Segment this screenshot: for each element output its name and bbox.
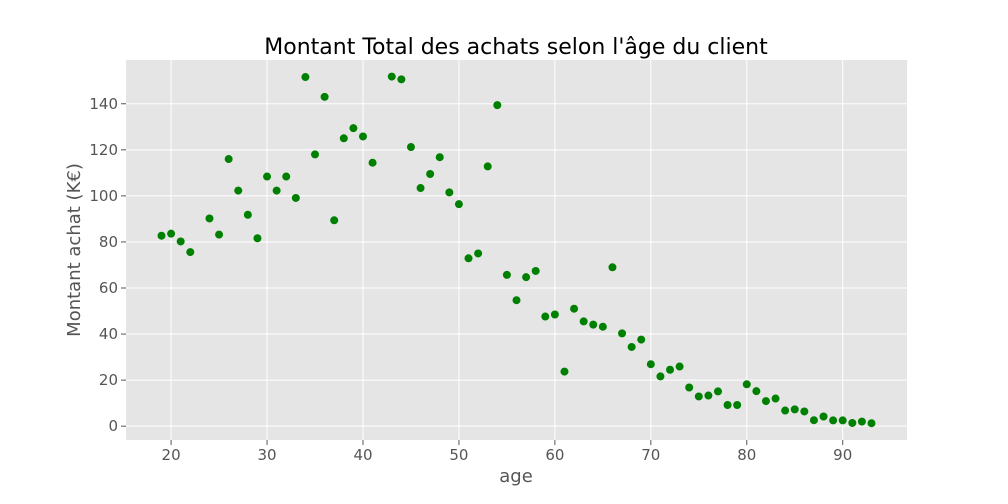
chart-title: Montant Total des achats selon l'âge du … [264,35,768,60]
data-point [349,124,358,133]
data-point [771,394,780,403]
data-point [857,417,866,426]
data-point [742,380,751,389]
data-points [157,72,876,428]
data-point [272,186,281,195]
y-tick-label: 140 [89,95,118,113]
x-axis-ticks: 20 30 40 50 60 70 80 90 [162,440,852,464]
data-point [560,367,569,376]
data-point [694,392,703,401]
data-point [205,214,214,223]
data-point [579,317,588,326]
data-point [685,383,694,392]
data-point [454,200,463,209]
y-tick-label: 0 [108,417,118,435]
data-point [368,158,377,167]
plot-area [126,60,907,440]
data-point [570,304,579,313]
y-tick-label: 80 [99,233,118,251]
data-point [531,266,540,275]
data-point [263,172,272,181]
data-point [761,397,770,406]
data-point [435,153,444,162]
y-axis-ticks: 0 20 40 60 80 100 120 140 [89,95,126,435]
data-point [675,362,684,371]
data-point [224,155,233,164]
data-point [522,273,531,282]
x-tick-label: 50 [449,446,468,464]
data-point [541,312,550,321]
data-point [426,170,435,178]
y-tick-label: 20 [99,371,118,389]
data-point [330,216,339,225]
x-tick-label: 20 [162,446,181,464]
data-point [282,172,291,181]
data-point [752,387,761,396]
x-tick-label: 70 [641,446,660,464]
y-tick-label: 120 [89,141,118,159]
data-point [848,418,857,427]
data-point [713,387,722,396]
data-point [809,416,818,425]
data-point [311,150,320,159]
x-tick-label: 90 [833,446,852,464]
x-tick-label: 40 [353,446,372,464]
data-point [464,254,473,263]
data-point [339,134,348,143]
data-point [550,310,559,319]
y-tick-label: 100 [89,187,118,205]
data-point [800,407,809,416]
data-point [167,229,176,238]
data-point [838,416,847,425]
data-point [234,186,243,195]
data-point [867,419,876,428]
data-point [733,400,742,409]
data-point [301,73,310,82]
data-point [666,365,675,374]
data-point [483,162,492,171]
y-tick-label: 40 [99,325,118,343]
data-point [637,335,646,344]
y-axis-label: Montant achat (K€) [64,163,85,337]
data-point [781,406,790,415]
data-point [618,329,627,338]
data-point [291,193,300,202]
x-tick-label: 60 [545,446,564,464]
data-point [157,231,166,240]
data-point [397,75,406,84]
data-point [608,263,617,272]
data-point [243,210,252,219]
data-point [445,188,454,197]
data-point [474,249,483,258]
data-point [656,372,665,381]
data-point [819,412,828,421]
data-point [598,322,607,331]
data-point [627,342,636,351]
x-axis-label: age [499,466,533,487]
x-tick-label: 80 [737,446,756,464]
data-point [387,72,396,81]
data-point [406,143,415,152]
data-point [646,360,655,369]
data-point [416,184,425,193]
data-point [186,248,195,257]
data-point [493,101,502,110]
gridlines [126,60,907,440]
data-point [502,270,511,279]
data-point [589,320,598,329]
data-point [790,405,799,414]
data-point [829,416,838,425]
y-tick-label: 60 [99,279,118,297]
data-point [215,230,224,239]
data-point [704,391,713,400]
data-point [512,296,521,305]
data-point [253,234,262,243]
data-point [320,92,329,101]
data-point [358,132,367,141]
data-point [723,400,732,409]
x-tick-label: 30 [257,446,276,464]
data-point [176,237,185,246]
